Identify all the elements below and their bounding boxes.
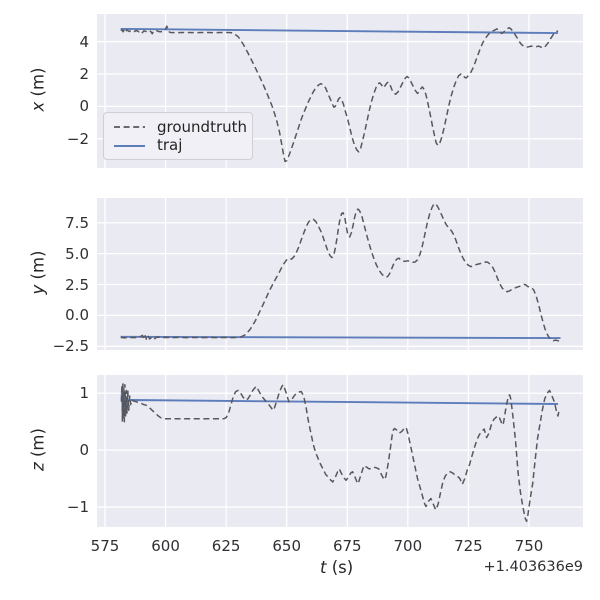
subplot-z [97, 375, 583, 527]
x-tick-label: 650 [272, 537, 302, 555]
x-tick-label: 625 [211, 537, 241, 555]
legend-traj-line-icon [114, 144, 145, 147]
y-tick-label: 1 [79, 384, 89, 403]
subplot-y [97, 198, 583, 350]
y-tick-label: −2.5 [52, 337, 89, 356]
subplot-y-canvas [97, 198, 583, 350]
groundtruth-line [120, 25, 559, 163]
groundtruth-line [120, 202, 561, 343]
x-tick-label: 700 [393, 537, 423, 555]
y-tick-label: −1 [66, 498, 89, 517]
legend-label-groundtruth: groundtruth [157, 117, 248, 136]
y-tick-label: 4 [79, 32, 89, 51]
y-tick-label: 2.5 [65, 275, 89, 294]
y-axis-label-x: x (m) [29, 50, 48, 130]
y-tick-label: 5.0 [65, 244, 89, 263]
x-tick-label: 725 [454, 537, 483, 555]
legend-item-groundtruth: groundtruth [113, 117, 248, 137]
x-axis-label-unit: (s) [326, 558, 354, 577]
y-tick-label: 0 [79, 97, 89, 116]
y-tick-label: 2 [79, 64, 89, 83]
groundtruth-line [120, 381, 561, 523]
legend-groundtruth-line-icon [114, 126, 145, 129]
y-tick-label: −2 [66, 129, 89, 148]
traj-line [120, 27, 559, 35]
y-tick-label: 7.5 [65, 213, 89, 232]
x-tick-label: 575 [90, 537, 120, 555]
legend: groundtruth traj [103, 112, 253, 160]
x-axis-label: t (s) [320, 558, 353, 577]
legend-label-traj: traj [157, 136, 183, 155]
x-tick-label: 675 [332, 537, 362, 555]
legend-item-traj: traj [113, 137, 244, 156]
x-axis-offset-text: +1.403636e9 [483, 559, 583, 575]
y-tick-label: 0.0 [65, 306, 89, 325]
x-axis-label-var: t [320, 558, 327, 577]
subplot-z-canvas [97, 375, 583, 527]
x-tick-label: 600 [151, 537, 180, 555]
y-axis-label-z-var: z [28, 462, 48, 471]
y-tick-label: 0 [79, 441, 89, 460]
x-tick-label: 750 [514, 537, 544, 555]
